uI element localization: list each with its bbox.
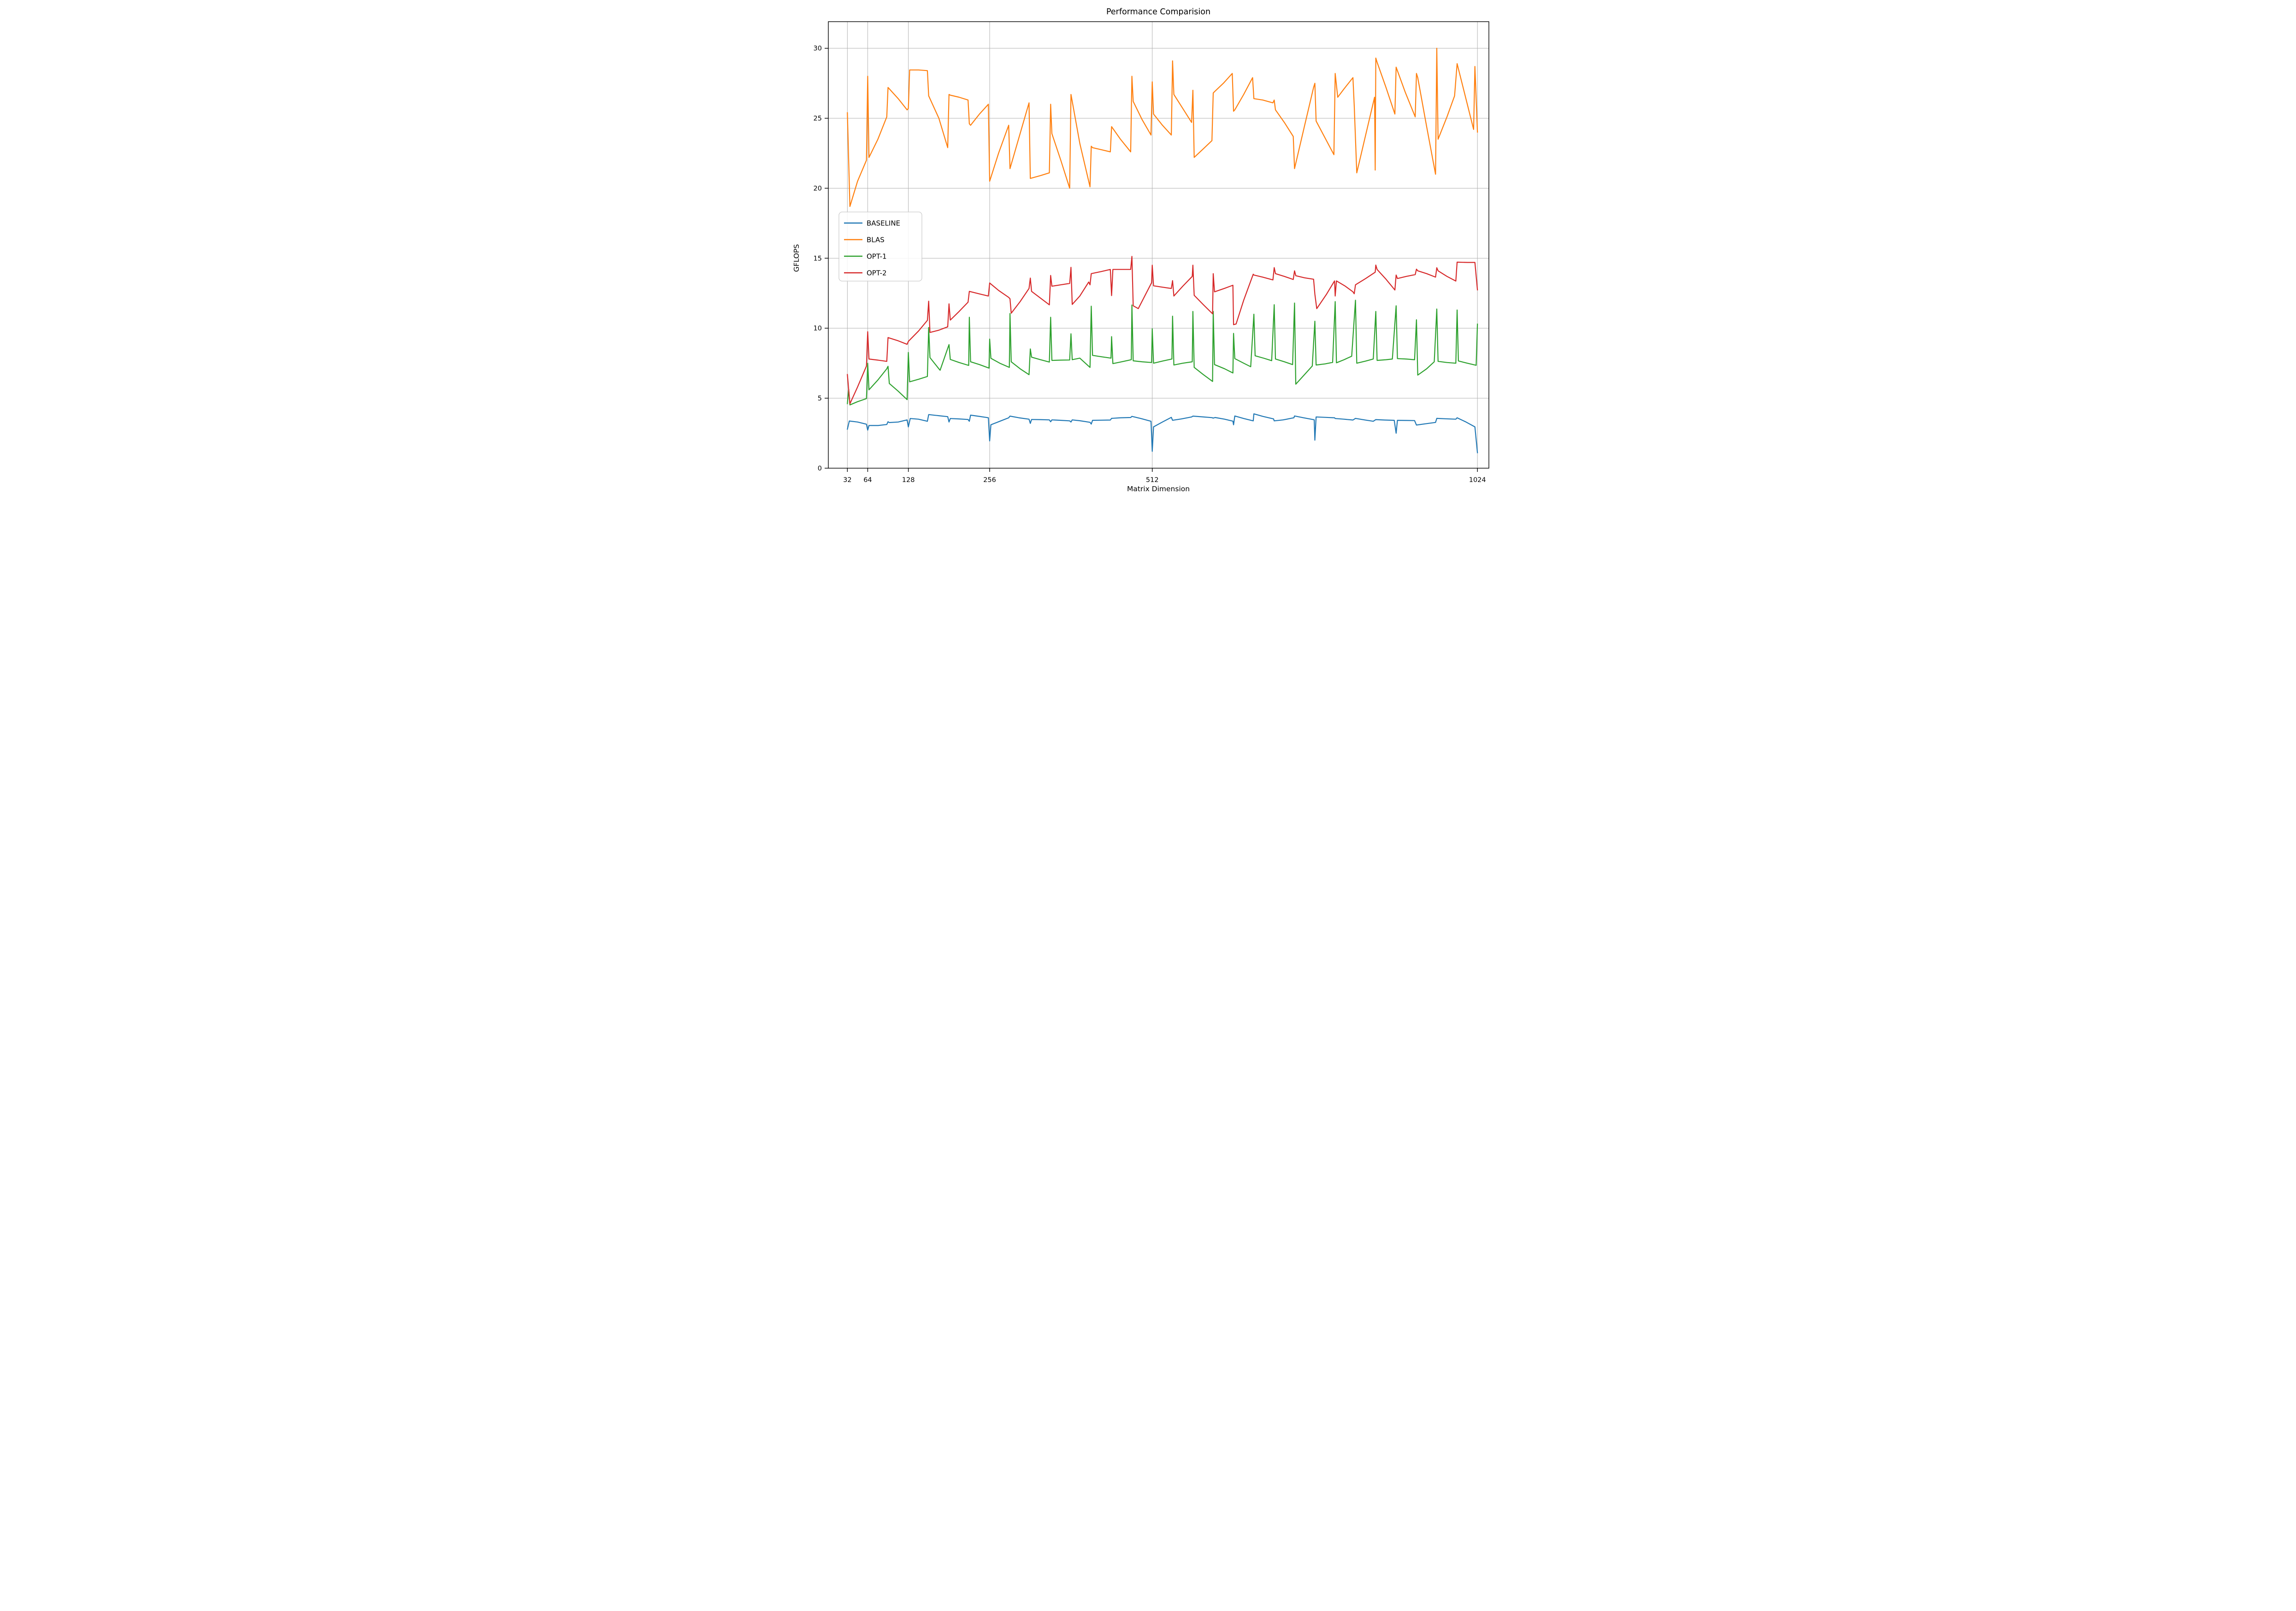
y-tick-label-25: 25 <box>813 115 821 123</box>
chart-figure: 32 64 128 256 512 1024 0 5 10 15 20 25 30 BASELINE BL… <box>786 0 1510 507</box>
grid-lines <box>828 22 1489 469</box>
y-tick-label-15: 15 <box>813 255 821 262</box>
y-tick-label-30: 30 <box>813 45 821 53</box>
x-tick-label-512: 512 <box>1145 476 1158 484</box>
series-line-opt-1 <box>846 300 1478 406</box>
data-series <box>846 47 1478 453</box>
series-line-baseline <box>846 413 1478 453</box>
y-tick-label-10: 10 <box>813 325 821 332</box>
x-tick-label-32: 32 <box>843 476 851 484</box>
legend-label-blas: BLAS <box>867 236 885 244</box>
legend-label-opt-1: OPT-1 <box>867 253 887 261</box>
series-line-blas <box>846 47 1478 207</box>
x-tick-label-128: 128 <box>902 476 915 484</box>
x-tick-label-64: 64 <box>863 476 872 484</box>
legend: BASELINE BLAS OPT-1 OPT-2 <box>838 212 922 282</box>
y-tick-label-5: 5 <box>817 395 821 402</box>
legend-label-baseline: BASELINE <box>867 219 900 228</box>
y-tick-label-20: 20 <box>813 185 821 192</box>
x-axis-label: Matrix Dimension <box>1127 485 1189 493</box>
x-tick-label-1024: 1024 <box>1469 476 1486 484</box>
axis-ticks: 32 64 128 256 512 1024 0 5 10 15 20 25 30 <box>813 45 1486 484</box>
series-line-opt-2 <box>846 256 1478 405</box>
chart-title: Performance Comparision <box>1106 7 1210 17</box>
x-tick-label-256: 256 <box>983 476 996 484</box>
y-axis-label: GFLOPS <box>792 244 801 272</box>
y-tick-label-0: 0 <box>817 465 821 472</box>
legend-box <box>838 212 922 282</box>
plot-frame <box>827 21 1489 469</box>
legend-label-opt-2: OPT-2 <box>867 269 887 277</box>
chart-canvas: 32 64 128 256 512 1024 0 5 10 15 20 25 30 BASELINE BL… <box>792 7 1489 493</box>
